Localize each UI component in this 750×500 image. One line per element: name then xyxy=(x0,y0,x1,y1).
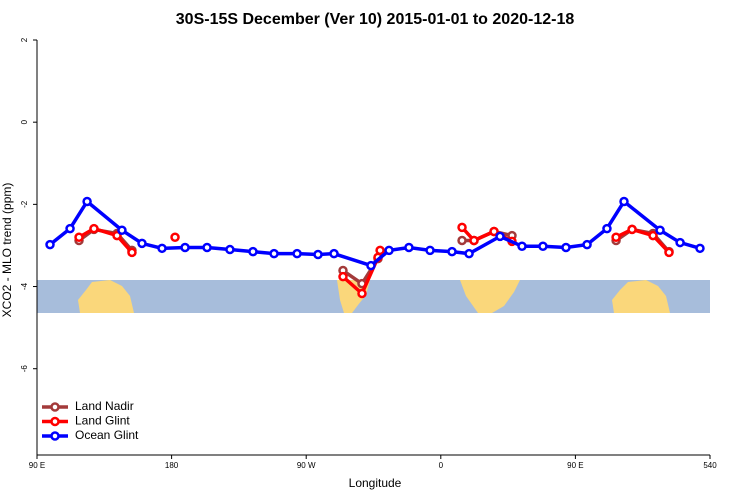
y-tick-label: -2 xyxy=(20,200,29,208)
data-point xyxy=(82,196,92,207)
data-point xyxy=(127,247,137,258)
legend-marker xyxy=(50,431,60,441)
data-point xyxy=(627,224,637,235)
data-point xyxy=(495,231,505,242)
data-point xyxy=(117,225,127,235)
data-point xyxy=(269,248,279,259)
data-point xyxy=(338,271,348,282)
data-point xyxy=(425,245,435,256)
data-point xyxy=(157,243,167,254)
data-point xyxy=(582,239,592,250)
data-point xyxy=(137,238,147,249)
legend-marker xyxy=(50,402,60,412)
data-point xyxy=(457,222,467,233)
chart-title: 30S-15S December (Ver 10) 2015-01-01 to … xyxy=(176,11,575,28)
data-point xyxy=(648,230,658,241)
data-point xyxy=(695,243,705,254)
data-point xyxy=(357,288,367,299)
data-point xyxy=(664,247,674,258)
data-point xyxy=(611,232,621,242)
data-point xyxy=(489,226,499,237)
x-tick-label: 90 W xyxy=(297,461,316,470)
legend-label: Ocean Glint xyxy=(75,428,139,442)
x-tick-label: 90 E xyxy=(567,461,583,470)
data-point xyxy=(619,196,629,207)
data-point xyxy=(89,223,99,234)
y-tick-label: 2 xyxy=(20,37,29,42)
data-point xyxy=(384,245,394,256)
data-point xyxy=(538,241,548,252)
data-point xyxy=(602,223,612,234)
data-point xyxy=(45,239,55,250)
data-point xyxy=(170,232,180,242)
data-point xyxy=(202,242,212,253)
x-tick-label: 0 xyxy=(439,461,444,470)
y-tick-label: 0 xyxy=(20,119,29,124)
data-point xyxy=(464,248,474,259)
x-tick-label: 540 xyxy=(703,461,717,470)
data-point xyxy=(248,246,258,257)
data-point xyxy=(329,248,339,259)
data-point xyxy=(313,249,323,260)
data-point xyxy=(375,245,385,256)
data-point xyxy=(180,242,190,253)
series-line xyxy=(78,226,671,297)
legend-label: Land Nadir xyxy=(75,399,134,413)
data-point xyxy=(457,235,467,246)
data-point xyxy=(225,244,235,255)
data-point xyxy=(65,223,75,234)
x-tick-label: 180 xyxy=(165,461,179,470)
data-point xyxy=(366,260,376,271)
x-tick-label: 90 E xyxy=(29,461,45,470)
data-point xyxy=(74,232,84,242)
y-tick-label: -4 xyxy=(20,282,29,290)
data-point xyxy=(561,242,571,253)
data-point xyxy=(112,230,122,241)
legend-label: Land Glint xyxy=(75,414,130,428)
y-tick-label: -6 xyxy=(20,365,29,373)
x-axis-label: Longitude xyxy=(349,476,402,490)
data-point xyxy=(292,248,302,259)
data-point xyxy=(447,246,457,257)
data-point xyxy=(517,241,527,252)
data-point xyxy=(469,235,479,246)
data-point xyxy=(675,237,685,248)
data-point xyxy=(404,242,414,253)
data-point xyxy=(655,225,665,235)
legend-marker xyxy=(50,416,60,427)
y-axis-label: XCO2 - MLO trend (ppm) xyxy=(0,183,14,318)
background-map xyxy=(37,280,710,313)
